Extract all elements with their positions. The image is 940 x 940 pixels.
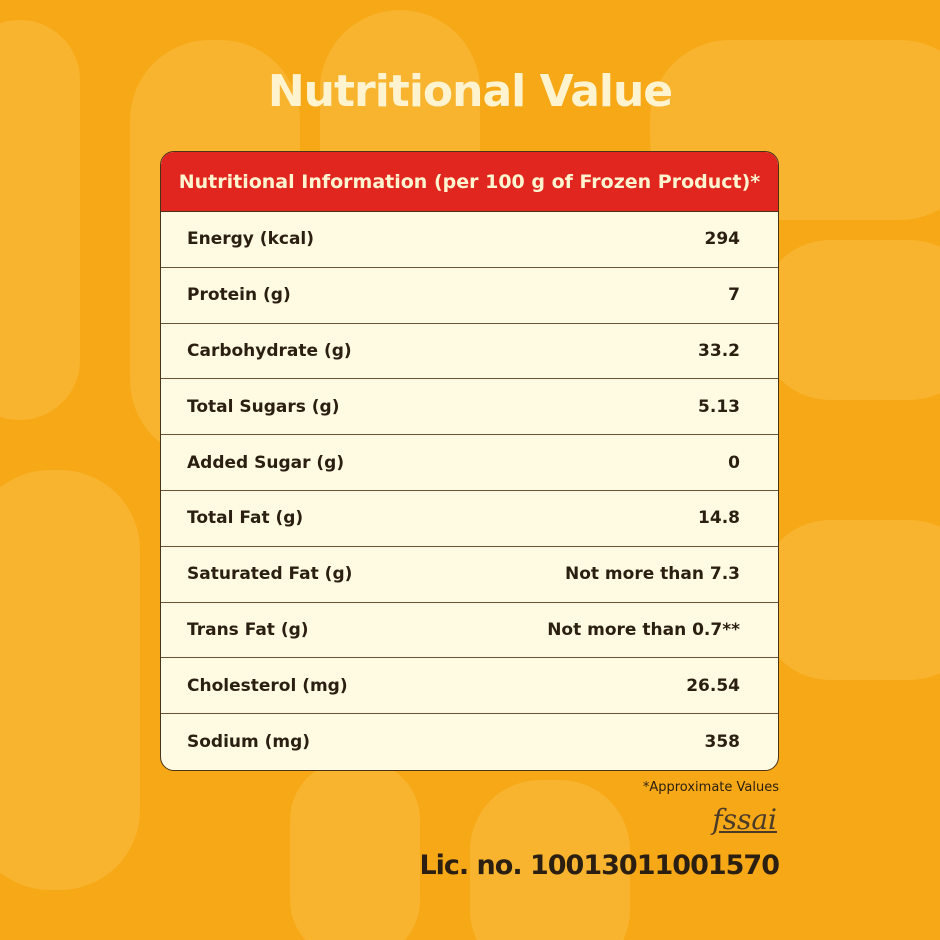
footnote: *Approximate Values — [642, 780, 779, 795]
table-row: Sodium (mg) 358 — [161, 714, 778, 770]
nutrient-name: Carbohydrate (g) — [187, 340, 352, 361]
nutrient-value: 26.54 — [686, 675, 740, 696]
nutrient-name: Energy (kcal) — [187, 229, 315, 250]
nutrient-name: Trans Fat (g) — [187, 619, 309, 640]
nutrient-name: Cholesterol (mg) — [187, 675, 348, 696]
nutrient-name: Total Sugars (g) — [187, 396, 340, 417]
table-header: Nutritional Information (per 100 g of Fr… — [161, 152, 778, 212]
nutrient-value: 33.2 — [698, 340, 740, 361]
nutrient-value: 294 — [704, 229, 741, 250]
table-row: Trans Fat (g) Not more than 0.7** — [161, 603, 778, 659]
fssai-logo: fssai — [712, 803, 777, 836]
license-number: Lic. no. 10013011001570 — [419, 850, 780, 881]
nutrient-value: 7 — [728, 285, 740, 306]
table-row: Added Sugar (g) 0 — [161, 435, 778, 491]
blob — [760, 520, 940, 680]
title: Nutritional Value — [267, 66, 673, 117]
blob — [290, 760, 420, 940]
table-row: Total Sugars (g) 5.13 — [161, 379, 778, 436]
blob — [760, 240, 940, 400]
table-row: Cholesterol (mg) 26.54 — [161, 658, 778, 715]
table-row: Total Fat (g) 14.8 — [161, 491, 778, 547]
nutrient-name: Added Sugar (g) — [187, 452, 345, 473]
nutrient-name: Total Fat (g) — [187, 508, 304, 529]
nutrient-value: 0 — [728, 452, 740, 473]
nutrient-value: Not more than 0.7** — [547, 619, 740, 640]
table-row: Energy (kcal) 294 — [161, 212, 778, 268]
nutrient-value: Not more than 7.3 — [564, 564, 740, 585]
blob — [470, 780, 630, 940]
nutrient-name: Protein (g) — [187, 285, 291, 306]
nutrient-name: Saturated Fat (g) — [187, 564, 353, 585]
nutrition-table: Nutritional Information (per 100 g of Fr… — [160, 151, 779, 771]
nutrient-value: 358 — [704, 732, 741, 753]
nutrient-value: 14.8 — [698, 508, 740, 529]
nutrient-name: Sodium (mg) — [187, 732, 311, 753]
table-row: Saturated Fat (g) Not more than 7.3 — [161, 547, 778, 603]
table-row: Carbohydrate (g) 33.2 — [161, 324, 778, 380]
table-row: Protein (g) 7 — [161, 268, 778, 324]
blob — [0, 20, 80, 420]
blob — [0, 470, 140, 890]
nutrient-value: 5.13 — [698, 396, 740, 417]
